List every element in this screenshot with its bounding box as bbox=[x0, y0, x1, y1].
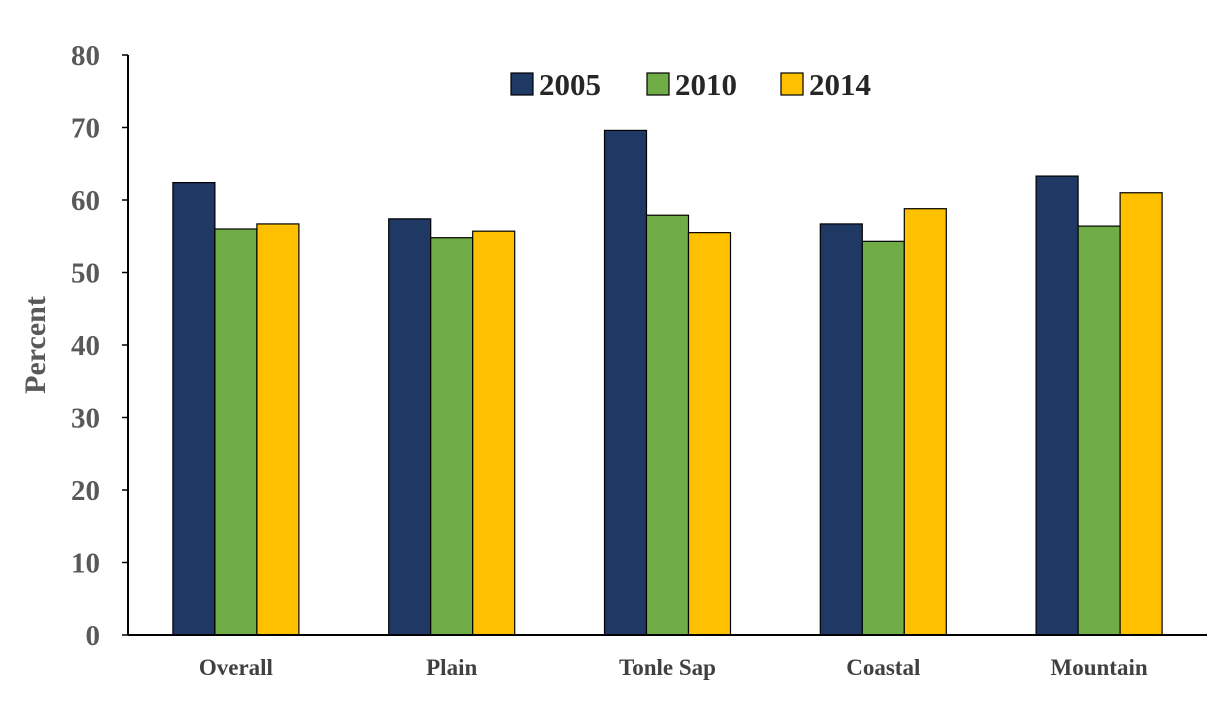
bar-2010-overall bbox=[214, 228, 258, 636]
bar-2014-overall bbox=[256, 223, 300, 636]
y-tick-label: 0 bbox=[86, 620, 101, 652]
bar-2005-plain bbox=[388, 218, 432, 636]
legend-swatch-2010 bbox=[646, 72, 670, 96]
x-tick-label: Mountain bbox=[1051, 655, 1148, 680]
legend-label-2014: 2014 bbox=[809, 67, 871, 102]
bar-2014-coastal bbox=[903, 208, 947, 636]
bars bbox=[172, 129, 1163, 636]
x-tick-label: Plain bbox=[426, 655, 477, 680]
bar-2014-tonle-sap bbox=[687, 232, 732, 636]
y-axis-title: Percent bbox=[19, 296, 52, 394]
y-tick-label: 80 bbox=[71, 40, 100, 72]
legend-swatch-2005 bbox=[510, 72, 534, 96]
legend-swatch-2014 bbox=[780, 72, 804, 96]
y-tick-label: 10 bbox=[71, 548, 100, 580]
bar-2005-tonle-sap bbox=[603, 129, 648, 636]
bar-2005-coastal bbox=[819, 223, 863, 636]
legend-label-2005: 2005 bbox=[539, 67, 601, 102]
bar-2005-overall bbox=[172, 182, 216, 636]
x-tick-label: Coastal bbox=[846, 655, 920, 680]
y-tick-label: 30 bbox=[71, 403, 100, 435]
bar-2010-coastal bbox=[861, 240, 905, 636]
bar-2014-mountain bbox=[1119, 192, 1163, 636]
y-tick-label: 40 bbox=[71, 330, 100, 362]
y-tick-label: 70 bbox=[71, 113, 100, 145]
x-tick-label: Tonle Sap bbox=[619, 655, 716, 680]
legend-label-2010: 2010 bbox=[675, 67, 737, 102]
bar-2010-mountain bbox=[1077, 225, 1121, 636]
y-tick-label: 20 bbox=[71, 475, 100, 507]
x-axis: Overall Plain Tonle Sap Coastal Mountain bbox=[128, 634, 1207, 680]
legend: 2005 2010 2014 bbox=[510, 67, 871, 102]
x-tick-label: Overall bbox=[199, 655, 273, 680]
bar-2014-plain bbox=[472, 230, 516, 636]
y-tick-label: 50 bbox=[71, 258, 100, 290]
y-tick-label: 60 bbox=[71, 185, 100, 217]
bar-2005-mountain bbox=[1035, 175, 1079, 636]
y-axis: 0 10 20 30 40 50 60 70 80 bbox=[71, 40, 129, 652]
bar-2010-tonle-sap bbox=[645, 214, 690, 636]
bar-2010-plain bbox=[430, 237, 474, 636]
